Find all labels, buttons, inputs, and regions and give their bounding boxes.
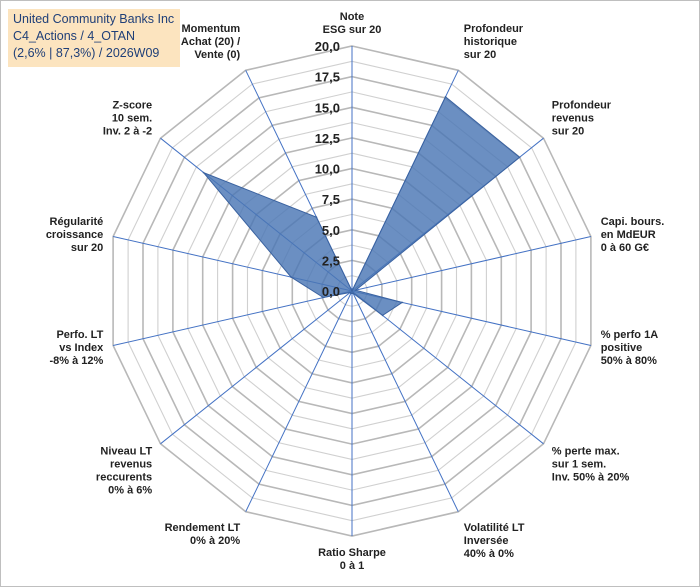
- axis-labels: Note ESG sur 20 Profondeur historique sur 20…: [46, 11, 664, 572]
- axis-label-line: 0 à 60 G€: [601, 242, 649, 254]
- data-point: [290, 276, 292, 278]
- axis-label: Volatilité LT Inversée 40% à 0%: [464, 522, 525, 560]
- axis-label: Profondeur historique sur 20: [464, 23, 524, 61]
- axis-label-line: Profondeur: [464, 23, 524, 35]
- tick-labels: 0,0 2,5 5,0 7,5 10,0 12,5 15,0 17,5 20,0: [315, 39, 340, 299]
- stats-label: (2,6% | 87,3%) / 2026W09: [13, 46, 160, 60]
- axis-line: [351, 236, 592, 292]
- axis-label-line: sur 20: [464, 49, 496, 61]
- axis-label-line: Inv. 50% à 20%: [552, 472, 630, 484]
- axis-label: Z-score 10 sem. Inv. 2 à -2: [103, 99, 152, 137]
- axis-label: Profondeur revenus sur 20: [552, 99, 612, 137]
- axis-label: Momentum Achat (20) / Vente (0): [181, 23, 241, 61]
- axis-label-line: Inv. 2 à -2: [103, 125, 152, 137]
- axis-label: Niveau LT revenus reccurents 0% à 6%: [96, 446, 153, 497]
- tick-label: 5,0: [322, 223, 340, 238]
- axis-label-line: Z-score: [112, 99, 152, 111]
- axis-label-line: revenus: [552, 112, 594, 124]
- axis-label: Capi. bours. en MdEUR 0 à 60 G€: [601, 216, 665, 254]
- axis-label-line: sur 20: [552, 125, 584, 137]
- tick-label: 20,0: [315, 39, 340, 54]
- tick-label: 10,0: [315, 162, 340, 177]
- axis-line: [160, 290, 353, 445]
- axis-label-line: Achat (20) /: [181, 36, 240, 48]
- axis-label: Note ESG sur 20: [323, 11, 382, 36]
- axis-label-line: vs Index: [59, 342, 104, 354]
- data-point: [202, 171, 205, 174]
- axis-label-line: 50% à 80%: [601, 355, 657, 367]
- axis-line: [245, 290, 353, 512]
- axis-label-line: Volatilité LT: [464, 522, 525, 534]
- axis-label: Perfo. LT vs Index -8% à 12%: [49, 329, 104, 367]
- axis-label-line: % perte max.: [552, 446, 620, 458]
- data-point: [322, 296, 325, 299]
- axis-label-line: Inversée: [464, 535, 509, 547]
- axis-label-line: positive: [601, 342, 643, 354]
- axis-label-line: Profondeur: [552, 99, 612, 111]
- axis-label-line: Ratio Sharpe: [318, 547, 386, 559]
- axis-line: [351, 290, 459, 512]
- data-point: [349, 291, 351, 294]
- series-layer: [202, 96, 521, 317]
- tick-label: 12,5: [315, 131, 340, 146]
- axis-label-line: Vente (0): [194, 49, 240, 61]
- data-point: [381, 314, 384, 317]
- axis-label-line: reccurents: [96, 472, 152, 484]
- axis-label-line: 40% à 0%: [464, 548, 514, 560]
- axis-label-line: Niveau LT: [100, 446, 152, 458]
- axis-label-line: 10 sem.: [112, 112, 152, 124]
- data-point: [354, 289, 357, 292]
- axis-label-line: Momentum: [182, 23, 241, 35]
- company-name: United Community Banks Inc: [13, 12, 175, 26]
- axis-label-line: sur 20: [71, 242, 103, 254]
- axis-label-line: Perfo. LT: [56, 329, 103, 341]
- tick-label: 17,5: [315, 70, 340, 85]
- axis-label-line: Régularité: [50, 216, 104, 228]
- axis-line: [112, 290, 353, 346]
- data-point: [315, 216, 318, 218]
- data-point: [444, 96, 447, 98]
- axis-label-line: revenus: [110, 459, 152, 471]
- axis-label-line: historique: [464, 36, 517, 48]
- axis-label-line: ESG sur 20: [323, 24, 382, 36]
- axis-label-line: sur 1 sem.: [552, 459, 606, 471]
- axis-label: Ratio Sharpe 0 à 1: [318, 547, 386, 572]
- axis-label-line: Capi. bours.: [601, 216, 665, 228]
- axis-label-line: croissance: [46, 229, 103, 241]
- axis-label-line: Note: [340, 11, 364, 23]
- axis-label: Régularité croissance sur 20: [46, 216, 103, 254]
- axis-label-line: -8% à 12%: [49, 355, 103, 367]
- axis-label-line: 0% à 6%: [108, 485, 152, 497]
- axis-line: [351, 290, 544, 445]
- tick-label: 7,5: [322, 192, 340, 207]
- axis-label-line: 0% à 20%: [190, 535, 240, 547]
- axis-label-line: 0 à 1: [340, 560, 364, 572]
- data-point: [401, 301, 404, 304]
- tick-label: 15,0: [315, 100, 340, 115]
- axis-label: Rendement LT 0% à 20%: [165, 522, 241, 547]
- data-point: [518, 156, 521, 159]
- category-label: C4_Actions / 4_OTAN: [13, 29, 136, 43]
- axis-label-line: Rendement LT: [165, 522, 241, 534]
- axis-label: % perte max. sur 1 sem. Inv. 50% à 20%: [552, 446, 630, 484]
- info-box: United Community Banks Inc C4_Actions / …: [8, 9, 180, 67]
- tick-label: 2,5: [322, 253, 340, 268]
- axis-label-line: en MdEUR: [601, 229, 656, 241]
- tick-label: 0,0: [322, 284, 340, 299]
- axis-label-line: % perfo 1A: [601, 329, 659, 341]
- axis-label: % perfo 1A positive 50% à 80%: [601, 329, 659, 367]
- data-point: [351, 290, 353, 292]
